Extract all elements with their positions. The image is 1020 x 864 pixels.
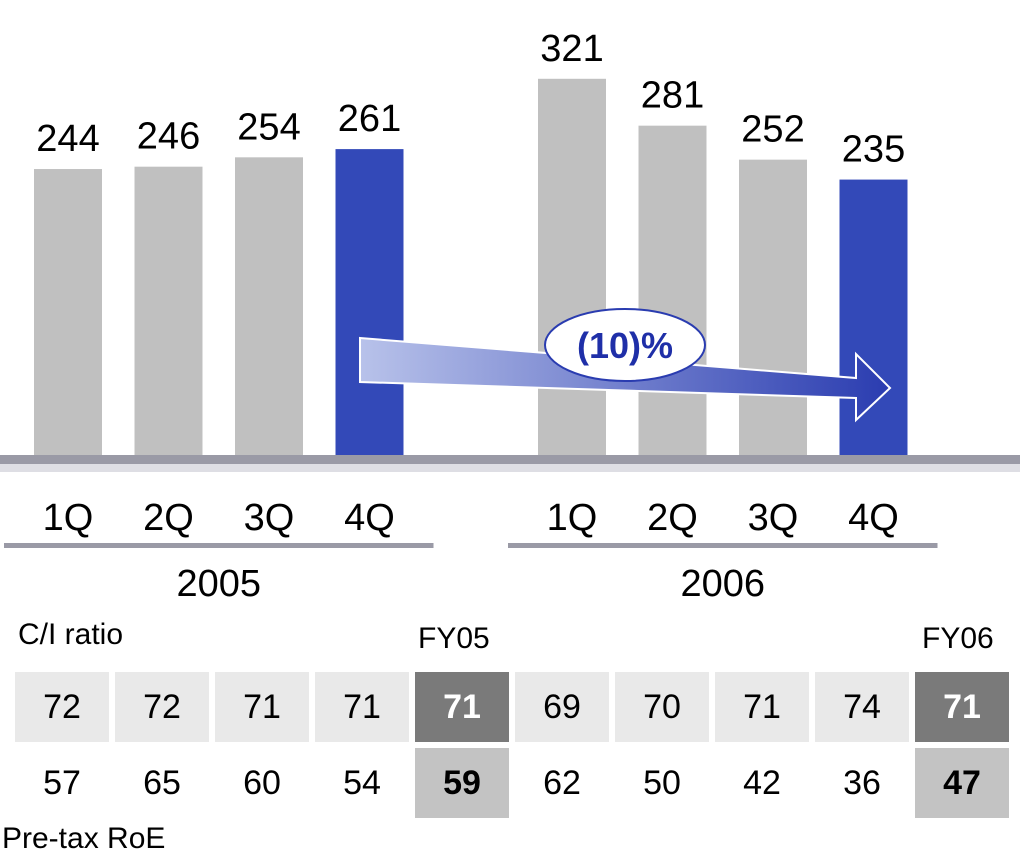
pretax-roe-cell: 50 [615,748,709,818]
data-label-2006-4Q: 235 [842,129,905,171]
ci-ratio-cell: 74 [815,672,909,742]
data-label-2005-2Q: 246 [137,116,200,158]
bar-2006-4Q [839,179,908,455]
tick-label-2005-4Q: 4Q [344,497,395,539]
year-underline-2006 [508,543,938,548]
tick-label-2005-1Q: 1Q [43,497,94,539]
data-label-2005-4Q: 261 [338,98,401,140]
data-label-2006-3Q: 252 [741,109,804,151]
bar-2005-3Q [235,157,303,455]
ci-ratio-cell: 71 [915,672,1009,742]
ci-ratio-cell: 71 [415,672,509,742]
data-label-2005-1Q: 244 [36,118,99,160]
pretax-roe-cell: 60 [215,748,309,818]
year-underline-2005 [4,543,434,548]
data-label-2005-3Q: 254 [237,106,300,148]
change-annotation: (10)% [577,325,673,366]
pretax-roe-cell: 62 [515,748,609,818]
bar-chart: (10)% 244 1Q 246 2Q 254 3Q 261 4Q 2005 321 1Q 281 2Q… [0,28,1020,605]
bar-2006-3Q [739,159,807,455]
pretax-roe-cell: 65 [115,748,209,818]
tick-label-2005-3Q: 3Q [244,497,295,539]
pretax-roe-cell: 54 [315,748,409,818]
ci-ratio-cell: 72 [115,672,209,742]
pretax-roe-cell: 59 [415,748,509,818]
pretax-roe-cell: 36 [815,748,909,818]
fy06-label: FY06 [922,622,994,655]
tick-label-2006-2Q: 2Q [647,497,698,539]
ci-ratio-cell: 72 [15,672,109,742]
pretax-roe-cell: 57 [15,748,109,818]
ci-ratio-cell: 70 [615,672,709,742]
tick-label-2005-2Q: 2Q [143,497,194,539]
tick-label-2006-1Q: 1Q [547,497,598,539]
fy05-label: FY05 [418,622,490,655]
pretax-roe-label: Pre-tax RoE [2,822,166,855]
bar-2005-4Q [335,149,404,455]
tick-label-2006-4Q: 4Q [848,497,899,539]
ci-ratio-cell: 71 [315,672,409,742]
year-label-2005: 2005 [176,563,261,605]
pretax-roe-cell: 47 [915,748,1009,818]
data-label-2006-1Q: 321 [540,28,603,70]
chart-baseline [0,455,1020,464]
ci-ratio-cell: 69 [515,672,609,742]
chart-baseline-shadow [0,464,1020,472]
bar-2006-2Q [638,125,707,455]
pretax-roe-row: 57 65 60 54 59 62 50 42 36 47 [15,748,1015,818]
ci-ratio-row: 72 72 71 71 71 69 70 71 74 71 [15,672,1015,742]
year-label-2006: 2006 [680,563,765,605]
data-label-2006-2Q: 281 [641,75,704,117]
pretax-roe-cell: 42 [715,748,809,818]
ci-ratio-cell: 71 [215,672,309,742]
bar-2006-1Q [538,78,606,456]
annotation-bubble [544,308,706,382]
bar-2005-1Q [34,169,102,456]
tick-label-2006-3Q: 3Q [748,497,799,539]
ci-ratio-cell: 71 [715,672,809,742]
bar-2005-2Q [134,166,203,456]
ci-ratio-label: C/I ratio [18,618,124,651]
